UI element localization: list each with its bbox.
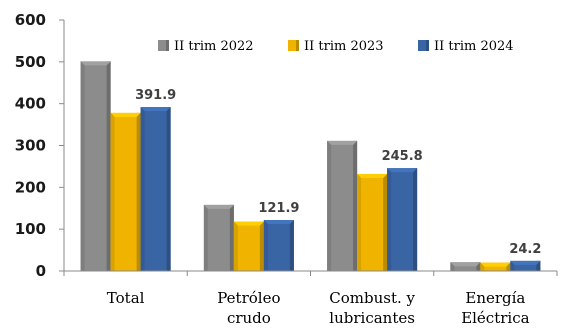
bar-top [110,112,141,117]
legend: II trim 2022 II trim 2023 II trim 2024 [158,39,514,54]
bar-face [233,221,264,271]
bar [140,107,171,271]
bar-side [166,107,171,271]
bar-edge [263,220,268,271]
bar [263,220,294,271]
legend-item: II trim 2023 [288,39,384,54]
bar-face [110,112,141,272]
bar-face [357,173,388,271]
bars [80,61,541,272]
y-tick-label: 500 [15,53,46,71]
bar-top [327,140,358,145]
legend-label: II trim 2024 [434,39,514,54]
bar-side [383,173,388,271]
bar [480,262,511,271]
bar-face [387,168,418,271]
bar-edge [203,204,208,271]
bar-face [327,140,358,271]
x-tick-label: lubricantes [329,309,415,327]
bar-side [289,220,294,271]
data-label: 121.9 [258,201,299,216]
bar-top [80,61,111,66]
bar-face [140,107,171,271]
bar-edge [80,61,85,271]
data-label: 391.9 [135,88,176,103]
data-labels: 391.9 121.9 245.8 24.2 [135,88,541,257]
x-tick-label: Combust. y [329,289,415,307]
bar [327,140,358,271]
legend-swatch-side [296,40,299,51]
bar [357,173,388,271]
x-tick-label: crudo [227,309,271,327]
bar-face [80,61,111,271]
bar-top [233,221,264,226]
legend-swatch-side [426,40,429,51]
bar [110,112,141,272]
bar-top [450,262,481,267]
bar [450,262,481,271]
bar-side [136,112,141,272]
bar-side [106,61,111,271]
bar-face [203,204,234,271]
x-tick-label: Eléctrica [461,309,529,327]
legend-label: II trim 2022 [174,39,254,54]
bar-edge [510,260,515,271]
bar-edge [357,173,362,271]
bar-side [413,168,418,271]
bar [387,168,418,271]
bar-top [480,262,511,267]
bar-edge [233,221,238,271]
bar-top [263,220,294,225]
y-tick-label: 300 [15,137,46,155]
legend-swatch [158,40,169,51]
bar-edge [450,262,455,271]
bar-top [387,168,418,173]
bar-side [229,204,234,271]
x-tick-label: Petróleo [217,289,280,307]
data-label: 24.2 [509,242,541,257]
y-tick-label: 400 [15,95,46,113]
bar-edge [480,262,485,271]
bar-edge [140,107,145,271]
legend-swatch [418,40,429,51]
y-axis: 0 100 200 300 400 500 600 [15,11,65,280]
bar [80,61,111,271]
bar [233,221,264,271]
y-tick-label: 0 [36,262,46,280]
bar-face [450,262,481,271]
y-tick-label: 100 [15,220,46,238]
bar-side [259,221,264,271]
legend-label: II trim 2023 [304,39,384,54]
bar-side [353,140,358,271]
bar-edge [387,168,392,271]
bar-top [357,173,388,178]
x-tick-label: Energía [465,289,525,307]
data-label: 245.8 [382,149,423,164]
bar-edge [327,140,332,271]
legend-swatch-side [166,40,169,51]
bar [510,260,541,271]
x-tick-label: Total [107,289,145,307]
bar-face [510,260,541,271]
bar-top [510,260,541,265]
bar-top [140,107,171,112]
legend-item: II trim 2022 [158,39,254,54]
bar-edge [110,112,115,272]
legend-item: II trim 2024 [418,39,514,54]
y-tick-label: 600 [15,11,46,29]
bar [203,204,234,271]
bar-face [263,220,294,271]
legend-swatch [288,40,299,51]
x-axis: Total Petróleo crudo Combust. y lubricantes E… [63,270,558,327]
bar-top [203,204,234,209]
bar-face [480,262,511,271]
y-tick-label: 200 [15,178,46,196]
